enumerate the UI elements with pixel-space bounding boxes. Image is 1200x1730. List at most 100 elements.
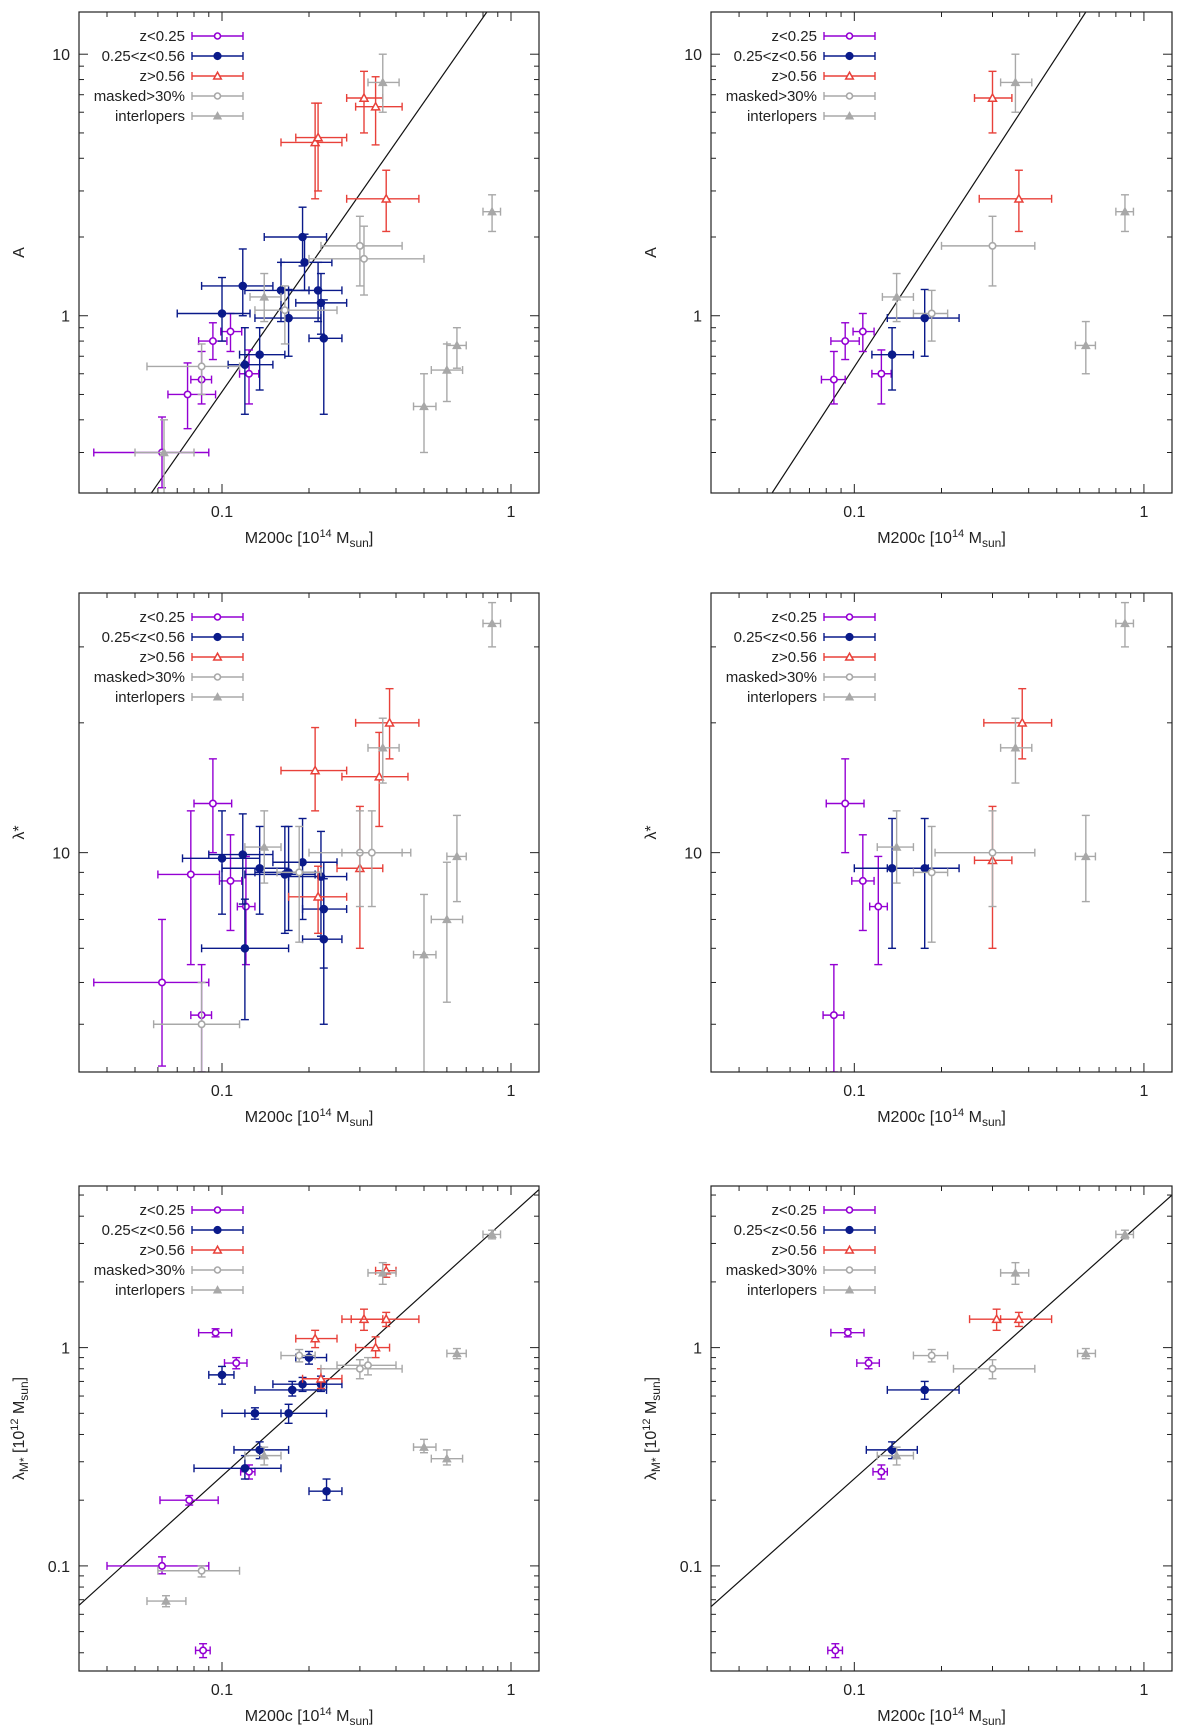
point-marker — [1120, 618, 1130, 628]
y-tick-label: 10 — [52, 47, 70, 64]
data-point — [280, 102, 343, 200]
plot-area — [79, 1189, 539, 1659]
point-marker — [887, 1445, 897, 1455]
plot-frame — [78, 1185, 540, 1672]
legend-item: 0.25<z<0.56 — [102, 1222, 244, 1239]
y-tick-label: 0.1 — [48, 1559, 70, 1576]
point-marker — [319, 934, 329, 944]
data-point — [345, 169, 420, 233]
x-tick-label: 1 — [1139, 1083, 1148, 1100]
data-point — [194, 1643, 211, 1659]
panel-A_sub: 0.1 1 1 10 M200c [1014 Msun] Az<0.25 0.25<z<0.… — [643, 11, 1173, 550]
point-marker — [197, 362, 206, 371]
data-point — [320, 215, 403, 287]
point-marker — [226, 327, 235, 336]
data-point — [193, 758, 233, 854]
point-marker — [322, 1486, 331, 1496]
legend: z<0.25 0.25<z<0.56 z>0.56 masked>30% interlo… — [726, 1202, 876, 1299]
data-point — [978, 169, 1053, 233]
data-point — [1074, 814, 1097, 903]
data-point — [354, 1336, 391, 1359]
legend-item: masked>30% — [726, 1262, 876, 1279]
data-point — [244, 825, 316, 935]
point-marker — [845, 613, 854, 621]
y-axis-label: λ* — [643, 825, 660, 839]
point-marker — [355, 241, 364, 250]
point-marker — [845, 1225, 854, 1235]
legend: z<0.25 0.25<z<0.56 z>0.56 masked>30% interlo… — [726, 609, 876, 706]
point-marker — [240, 360, 250, 369]
point-marker — [1013, 193, 1025, 203]
legend-item: z>0.56 — [140, 68, 244, 85]
panel-lambdaM_sub: 0.1 1 0.1 1 M200c [1014 Msun] λM* [1012 Msun]… — [641, 1185, 1173, 1728]
point-marker — [284, 1409, 293, 1418]
legend-label: masked>30% — [726, 669, 817, 686]
data-point — [295, 1329, 338, 1349]
legend-label: z<0.25 — [772, 1202, 817, 1219]
y-tick-label: 1 — [693, 1341, 702, 1358]
point-marker — [858, 876, 867, 885]
point-marker — [240, 944, 250, 953]
data-point — [221, 825, 290, 915]
data-point — [341, 731, 409, 828]
y-tick-label: 10 — [684, 47, 702, 64]
y-tick-label: 1 — [61, 1341, 70, 1358]
data-point — [233, 1441, 290, 1460]
point-marker — [208, 799, 217, 808]
x-axis-label: M200c [1014 Msun] — [877, 1706, 1006, 1728]
point-marker — [843, 1328, 852, 1337]
legend-label: 0.25<z<0.56 — [734, 48, 817, 65]
axis-ticks — [711, 12, 1172, 493]
fit-line — [771, 12, 1087, 493]
point-marker — [844, 692, 855, 701]
y-axis-label: λM* [1012 Msun] — [641, 1377, 663, 1480]
point-marker — [199, 1646, 208, 1655]
point-marker — [159, 447, 169, 457]
plot-frame — [710, 11, 1173, 494]
point-marker — [370, 1342, 381, 1352]
point-marker — [213, 613, 222, 621]
point-marker — [377, 1267, 388, 1277]
plot-frame — [78, 592, 540, 1073]
data-point — [1115, 194, 1135, 233]
point-marker — [442, 365, 452, 374]
plot-area — [822, 601, 1135, 1072]
point-marker — [186, 870, 195, 879]
data-point — [482, 194, 502, 233]
point-marker — [845, 673, 854, 681]
point-marker — [845, 92, 854, 100]
data-point — [157, 1565, 241, 1578]
data-point — [208, 813, 274, 905]
x-tick-label: 0.1 — [843, 1083, 865, 1100]
point-marker — [442, 914, 452, 924]
data-point — [200, 898, 290, 1021]
data-point — [886, 1380, 960, 1400]
point-marker — [259, 291, 270, 301]
x-tick-label: 1 — [1139, 504, 1148, 521]
data-point — [871, 327, 915, 391]
legend-item: z<0.25 — [140, 1202, 244, 1219]
data-point — [295, 102, 348, 192]
data-point — [227, 327, 274, 415]
point-marker — [920, 1385, 930, 1395]
data-point — [482, 601, 502, 648]
x-axis-label: M200c [1014 Msun] — [245, 1706, 374, 1728]
point-marker — [212, 692, 223, 701]
legend-item: masked>30% — [726, 669, 876, 686]
data-point — [146, 1595, 187, 1608]
data-point — [367, 1261, 397, 1286]
point-marker — [887, 350, 897, 359]
data-point — [412, 893, 437, 1072]
x-axis-label: M200c [1014 Msun] — [245, 1107, 374, 1129]
legend-item: z<0.25 — [772, 28, 876, 45]
data-point — [973, 70, 1013, 134]
point-marker — [845, 1266, 854, 1274]
point-marker — [312, 132, 324, 142]
legend-label: masked>30% — [94, 669, 185, 686]
data-point — [350, 1311, 420, 1328]
legend-label: interlopers — [115, 108, 185, 125]
data-point — [827, 1643, 844, 1659]
point-marker — [920, 863, 930, 873]
point-marker — [927, 1351, 936, 1360]
